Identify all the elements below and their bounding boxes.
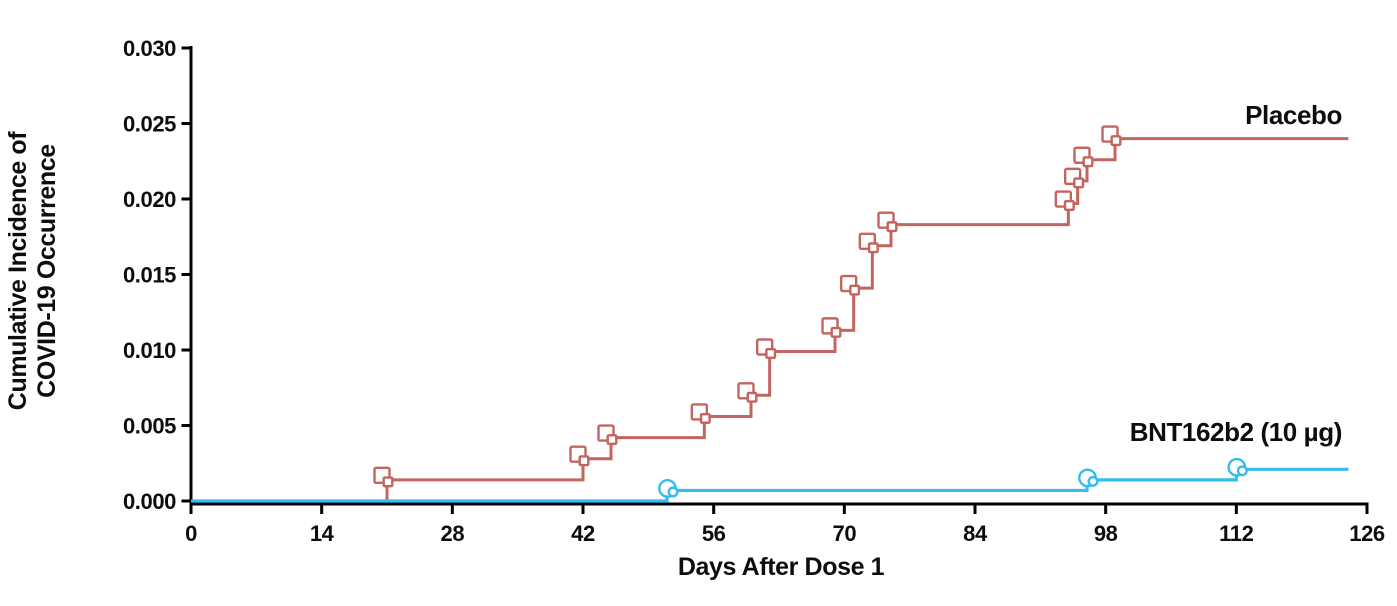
placebo-marker-inner bbox=[1073, 177, 1085, 189]
x-tick-label: 98 bbox=[1094, 521, 1118, 546]
y-tick-label: 0.020 bbox=[123, 187, 176, 212]
placebo-marker-inner bbox=[849, 284, 861, 296]
bnt162b2-marker-inner bbox=[1087, 475, 1099, 487]
y-tick-label: 0.005 bbox=[123, 414, 176, 439]
y-tick-label: 0.000 bbox=[123, 489, 176, 514]
y-tick-label: 0.025 bbox=[123, 112, 176, 137]
placebo-marker-inner bbox=[1082, 156, 1094, 168]
placebo-series-label: Placebo bbox=[1245, 100, 1342, 130]
y-tick-label: 0.015 bbox=[123, 263, 176, 288]
placebo-marker-inner bbox=[1063, 200, 1075, 212]
placebo-marker-inner bbox=[382, 476, 394, 488]
x-tick-label: 42 bbox=[571, 521, 595, 546]
x-tick-label: 112 bbox=[1219, 521, 1253, 546]
placebo-marker-inner bbox=[765, 348, 777, 360]
x-tick-label: 0 bbox=[185, 521, 197, 546]
placebo-marker-inner bbox=[746, 391, 758, 403]
x-tick-label: 28 bbox=[440, 521, 464, 546]
placebo-marker-inner bbox=[867, 242, 879, 254]
x-tick-label: 14 bbox=[310, 521, 335, 546]
placebo-marker-inner bbox=[1110, 135, 1122, 147]
placebo-marker-inner bbox=[578, 455, 590, 467]
placebo-marker-inner bbox=[606, 434, 618, 446]
placebo-marker-inner bbox=[830, 326, 842, 338]
placebo-marker-inner bbox=[699, 412, 711, 424]
bnt162b2-marker-inner bbox=[1236, 465, 1248, 477]
bnt162b2-curve bbox=[191, 467, 1349, 503]
x-tick-label: 84 bbox=[963, 521, 988, 546]
y-tick-label: 0.010 bbox=[123, 338, 176, 363]
x-tick-label: 70 bbox=[832, 521, 856, 546]
bnt162b2-series-label: BNT162b2 (10 µg) bbox=[1129, 417, 1343, 447]
y-tick-label: 0.030 bbox=[123, 36, 176, 61]
x-tick-label: 56 bbox=[702, 521, 726, 546]
placebo-curve bbox=[191, 137, 1349, 503]
x-axis-title: Days After Dose 1 bbox=[677, 553, 885, 581]
placebo-marker-inner bbox=[886, 221, 898, 233]
bnt162b2-marker-inner bbox=[667, 486, 679, 498]
x-tick-label: 126 bbox=[1349, 521, 1385, 546]
